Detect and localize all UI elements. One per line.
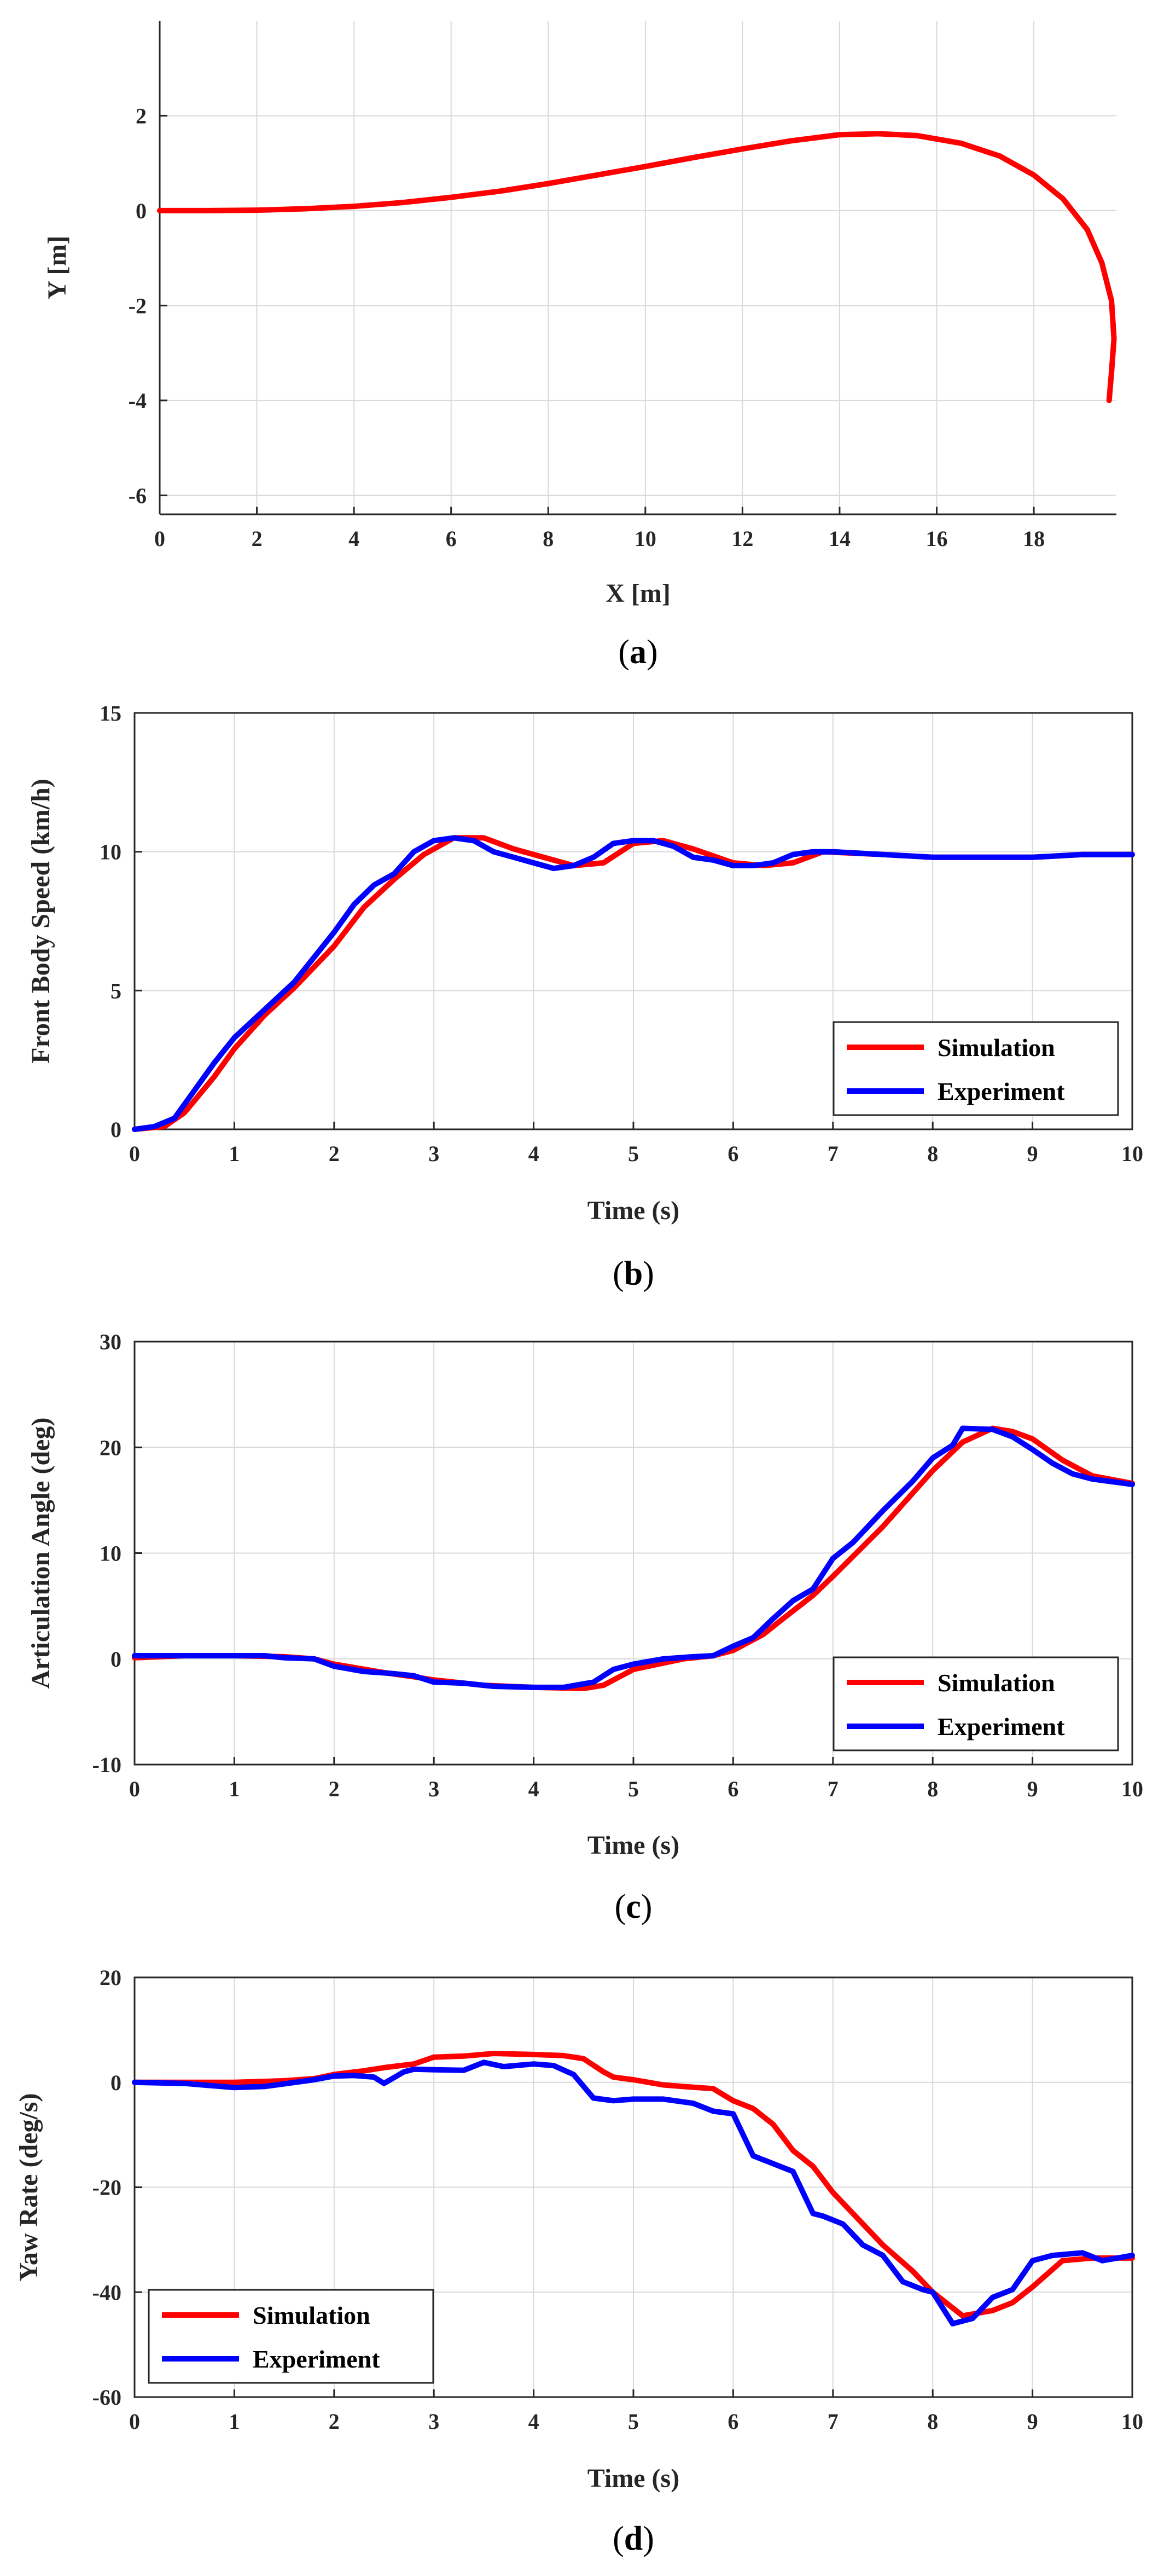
y-tick-label: -40: [92, 2280, 121, 2305]
y-tick-label: 10: [100, 840, 121, 865]
y-axis-label: Y [m]: [43, 236, 72, 300]
legend-label-experiment: Experiment: [253, 2345, 380, 2373]
series-line-simulation: [132, 2051, 1135, 2319]
x-tick-label: 7: [828, 1777, 839, 1801]
x-tick-label: 3: [428, 1777, 439, 1801]
x-tick-label: 8: [927, 2409, 938, 2434]
y-tick-label: 0: [110, 1647, 121, 1672]
y-axis-label: Articulation Angle (deg): [26, 1418, 55, 1689]
x-tick-label: 16: [926, 526, 948, 551]
y-tick-label: 20: [100, 1435, 121, 1460]
panel-caption: (b): [613, 1255, 654, 1292]
x-tick-label: 4: [348, 526, 359, 551]
x-tick-label: 4: [528, 1777, 539, 1801]
y-tick-label: -60: [92, 2385, 121, 2410]
x-tick-label: 8: [927, 1777, 938, 1801]
legend-box: [148, 2289, 434, 2384]
x-tick-label: 9: [1027, 1141, 1038, 1166]
x-tick-label: 4: [528, 1141, 539, 1166]
x-tick-label: 1: [229, 1141, 240, 1166]
y-axis-label: Yaw Rate (deg/s): [14, 2093, 43, 2282]
x-tick-label: 0: [129, 1141, 140, 1166]
x-tick-label: 6: [727, 1777, 738, 1801]
y-tick-label: -4: [129, 388, 147, 413]
x-axis-label: Time (s): [587, 1831, 679, 1860]
y-tick-label: 20: [100, 1965, 121, 1990]
x-tick-label: 2: [329, 1141, 340, 1166]
legend-label-experiment: Experiment: [938, 1713, 1065, 1740]
x-tick-label: 9: [1027, 2409, 1038, 2434]
x-tick-label: 2: [329, 2409, 340, 2434]
legend-box: [833, 1021, 1119, 1116]
chart-panel-d: 0 1 2 3 4 5 6 7 8 9 10 -60 -40 -20 0 20 Time (s) Yaw Rate…: [14, 1965, 1143, 2557]
panel-caption: (d): [613, 2520, 654, 2557]
x-tick-label: 1: [229, 2409, 240, 2434]
y-tick-label: -2: [129, 293, 147, 318]
x-tick-label: 12: [731, 526, 753, 551]
x-tick-label: 7: [828, 1141, 839, 1166]
series-line-experiment: [132, 2059, 1135, 2326]
y-tick-label: 0: [110, 2070, 121, 2095]
x-axis-label: Time (s): [587, 1196, 679, 1225]
y-tick-label: 0: [110, 1117, 121, 1142]
x-tick-label: 9: [1027, 1777, 1038, 1801]
x-tick-label: 0: [154, 526, 165, 551]
series-line-experiment: [132, 835, 1135, 1132]
x-tick-label: 6: [727, 2409, 738, 2434]
legend-box: [833, 1656, 1119, 1751]
chart-panel-a: 0 2 4 6 8 10 12 14 16 18 -6 -4 -2 0 2 X [m] Y [m] (a): [43, 21, 1117, 671]
x-tick-label: 0: [129, 2409, 140, 2434]
y-tick-label: 5: [110, 978, 121, 1003]
x-tick-label: 10: [1121, 2409, 1143, 2434]
legend-label-experiment: Experiment: [938, 1077, 1065, 1105]
x-tick-label: 10: [1121, 1777, 1143, 1801]
x-tick-label: 2: [252, 526, 263, 551]
chart-panel-b: 0 1 2 3 4 5 6 7 8 9 10 0 5 10 15 Time (s) Front Body Spe…: [26, 701, 1143, 1292]
y-tick-label: -6: [129, 483, 147, 508]
x-tick-label: 10: [1121, 1141, 1143, 1166]
series-line-experiment: [132, 1425, 1135, 1690]
y-tick-label: 0: [136, 199, 147, 223]
x-tick-label: 18: [1023, 526, 1045, 551]
legend-label-simulation: Simulation: [253, 2301, 370, 2329]
x-tick-label: 3: [428, 2409, 439, 2434]
x-axis-label: Time (s): [587, 2464, 679, 2493]
panel-caption: (a): [618, 634, 657, 671]
x-tick-label: 5: [628, 2409, 639, 2434]
y-tick-label: 2: [136, 103, 147, 128]
x-tick-label: 5: [628, 1141, 639, 1166]
x-tick-label: 10: [635, 526, 656, 551]
x-tick-label: 8: [543, 526, 554, 551]
x-tick-label: 1: [229, 1777, 240, 1801]
legend: Simulation Experiment: [833, 1656, 1119, 1751]
legend-label-simulation: Simulation: [938, 1034, 1055, 1061]
legend-label-simulation: Simulation: [938, 1669, 1055, 1697]
legend: Simulation Experiment: [148, 2289, 434, 2384]
y-tick-label: -20: [92, 2175, 121, 2200]
x-tick-label: 4: [528, 2409, 539, 2434]
y-tick-label: 15: [100, 701, 121, 726]
y-axis-label: Front Body Speed (km/h): [26, 779, 55, 1064]
x-tick-label: 8: [927, 1141, 938, 1166]
x-tick-label: 6: [727, 1141, 738, 1166]
legend: Simulation Experiment: [833, 1021, 1119, 1116]
x-tick-label: 3: [428, 1141, 439, 1166]
x-tick-label: 5: [628, 1777, 639, 1801]
x-tick-label: 0: [129, 1777, 140, 1801]
x-tick-label: 7: [828, 2409, 839, 2434]
x-tick-label: 2: [329, 1777, 340, 1801]
y-tick-label: 30: [100, 1330, 121, 1354]
panel-caption: (c): [615, 1888, 653, 1925]
x-tick-label: 6: [446, 526, 457, 551]
series-line-trajectory: [157, 131, 1117, 403]
x-axis-label: X [m]: [606, 579, 671, 608]
x-tick-label: 14: [829, 526, 851, 551]
chart-panel-c: 0 1 2 3 4 5 6 7 8 9 10 -10 0 10 20 30 Time (s) Articulati…: [26, 1330, 1143, 1925]
y-tick-label: -10: [92, 1753, 121, 1777]
y-tick-label: 10: [100, 1541, 121, 1566]
